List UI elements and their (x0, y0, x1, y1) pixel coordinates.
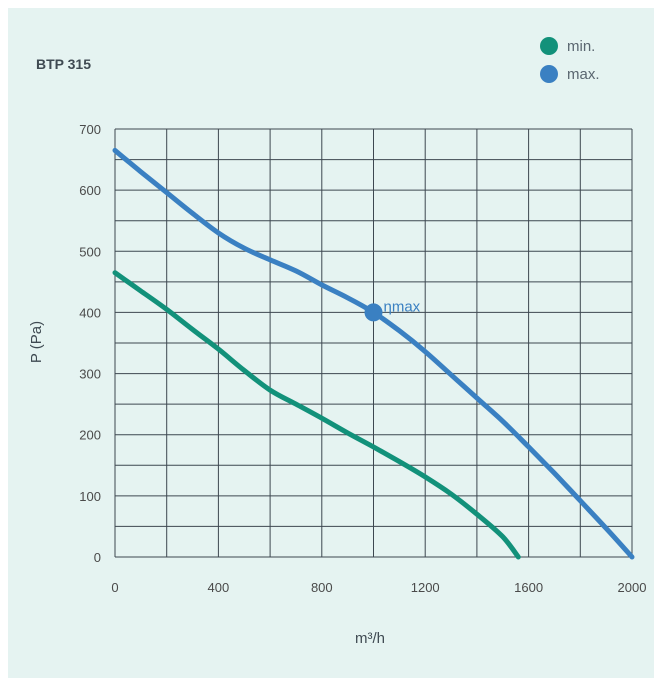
y-tick-label: 400 (79, 305, 101, 320)
y-tick-label: 0 (94, 550, 101, 565)
x-tick-labels: 0 400 800 1200 1600 2000 (111, 580, 646, 595)
grid (114, 128, 633, 558)
eta-max-marker (364, 303, 383, 322)
x-axis-label: m³/h (355, 630, 385, 647)
legend-marker-min (540, 37, 558, 55)
legend-label-min: min. (567, 38, 595, 55)
chart-title: BTP 315 (36, 56, 91, 72)
annotations: ηmax (364, 298, 421, 322)
y-tick-label: 200 (79, 428, 101, 443)
legend-marker-max (540, 65, 558, 83)
y-tick-label: 300 (79, 367, 101, 382)
y-tick-label: 700 (79, 122, 101, 137)
x-tick-label: 1200 (411, 580, 440, 595)
x-tick-label: 400 (208, 580, 230, 595)
legend-label-max: max. (567, 66, 600, 83)
eta-max-label: ηmax (384, 298, 421, 315)
x-tick-label: 800 (311, 580, 333, 595)
legend: min. max. (540, 37, 600, 83)
x-tick-label: 2000 (618, 580, 647, 595)
series-line-min (112, 270, 521, 560)
y-tick-label: 600 (79, 183, 101, 198)
x-tick-label: 1600 (514, 580, 543, 595)
y-tick-labels: 0 100 200 300 400 500 600 700 (79, 122, 101, 565)
y-tick-label: 500 (79, 244, 101, 259)
y-axis-label: P (Pa) (28, 321, 45, 363)
x-tick-label: 0 (111, 580, 118, 595)
y-tick-label: 100 (79, 489, 101, 504)
